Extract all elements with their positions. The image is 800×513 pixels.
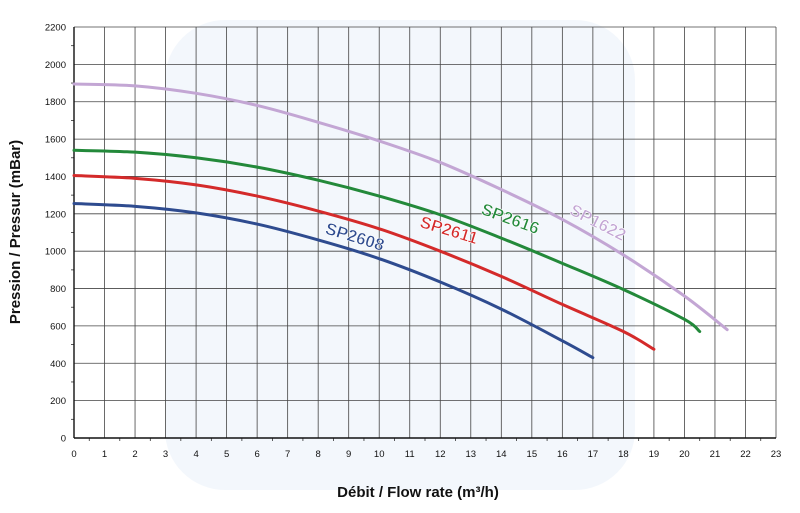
x-tick-label: 12	[435, 449, 446, 460]
x-tick-label: 8	[316, 449, 321, 460]
x-tick-label: 21	[710, 449, 721, 460]
y-tick-label: 1000	[45, 247, 66, 258]
x-tick-label: 10	[374, 449, 385, 460]
x-tick-label: 7	[285, 449, 290, 460]
axes	[71, 27, 776, 441]
y-axis-title: Pression / Pressur (mBar)	[7, 140, 24, 324]
y-tick-label: 800	[50, 284, 66, 295]
x-tick-label: 18	[618, 449, 629, 460]
x-tick-label: 15	[527, 449, 538, 460]
y-tick-label: 0	[61, 434, 66, 445]
x-tick-label: 22	[740, 449, 751, 460]
series-line-sp2611	[72, 174, 656, 351]
x-tick-label: 20	[679, 449, 690, 460]
x-axis-title: Débit / Flow rate (m³/h)	[337, 484, 499, 501]
x-tick-label: 3	[163, 449, 168, 460]
x-tick-label: 23	[771, 449, 782, 460]
y-tick-label: 1200	[45, 209, 66, 220]
x-tick-label: 19	[649, 449, 660, 460]
x-tick-label: 13	[465, 449, 476, 460]
y-tick-label: 1800	[45, 97, 66, 108]
x-tick-label: 16	[557, 449, 568, 460]
x-tick-label: 11	[405, 449, 415, 460]
series-lines	[72, 82, 729, 360]
series-line-sp1622	[72, 82, 729, 332]
y-tick-label: 200	[50, 396, 66, 407]
x-tick-label: 1	[102, 449, 107, 460]
y-tick-labels: 0 200 400 600 800 1000 1200 1400 1600 1800 2000 220…	[45, 23, 66, 445]
y-tick-label: 1600	[45, 135, 66, 146]
x-tick-label: 2	[132, 449, 137, 460]
x-tick-label: 14	[496, 449, 507, 460]
x-tick-label: 4	[193, 449, 198, 460]
series-line-sp2608	[72, 202, 595, 360]
x-tick-label: 17	[588, 449, 599, 460]
y-tick-label: 2200	[45, 23, 66, 34]
y-tick-label: 600	[50, 321, 66, 332]
y-tick-label: 2000	[45, 60, 66, 71]
series-line-sp2616	[72, 148, 702, 334]
watermark-logo	[165, 20, 635, 490]
y-tick-label: 400	[50, 359, 66, 370]
x-tick-label: 6	[254, 449, 259, 460]
y-tick-label: 1400	[45, 172, 66, 183]
x-tick-label: 0	[71, 449, 76, 460]
x-tick-label: 9	[346, 449, 351, 460]
x-tick-label: 5	[224, 449, 229, 460]
x-tick-labels: 0 1 2 3 4 5 6 7 8 9 10 11 12 13 14 15 16 17 18 19 20 21 22 23	[71, 449, 781, 460]
